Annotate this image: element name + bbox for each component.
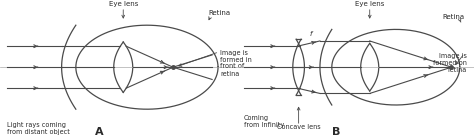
Text: Eye lens: Eye lens: [109, 1, 138, 7]
Text: f: f: [309, 31, 312, 37]
Text: Image is
formed in
front of
retina: Image is formed in front of retina: [220, 50, 252, 76]
Text: Eye lens: Eye lens: [355, 1, 384, 7]
Text: Image is
formed on
retina: Image is formed on retina: [433, 53, 467, 73]
Text: Light rays coming
from distant object: Light rays coming from distant object: [7, 122, 70, 135]
Text: Retina: Retina: [442, 14, 465, 20]
Text: Retina: Retina: [209, 10, 231, 16]
Text: A: A: [95, 127, 104, 137]
Text: B: B: [332, 127, 341, 137]
Text: Concave lens: Concave lens: [277, 124, 320, 130]
Text: Coming
from Infinity: Coming from Infinity: [244, 115, 284, 128]
